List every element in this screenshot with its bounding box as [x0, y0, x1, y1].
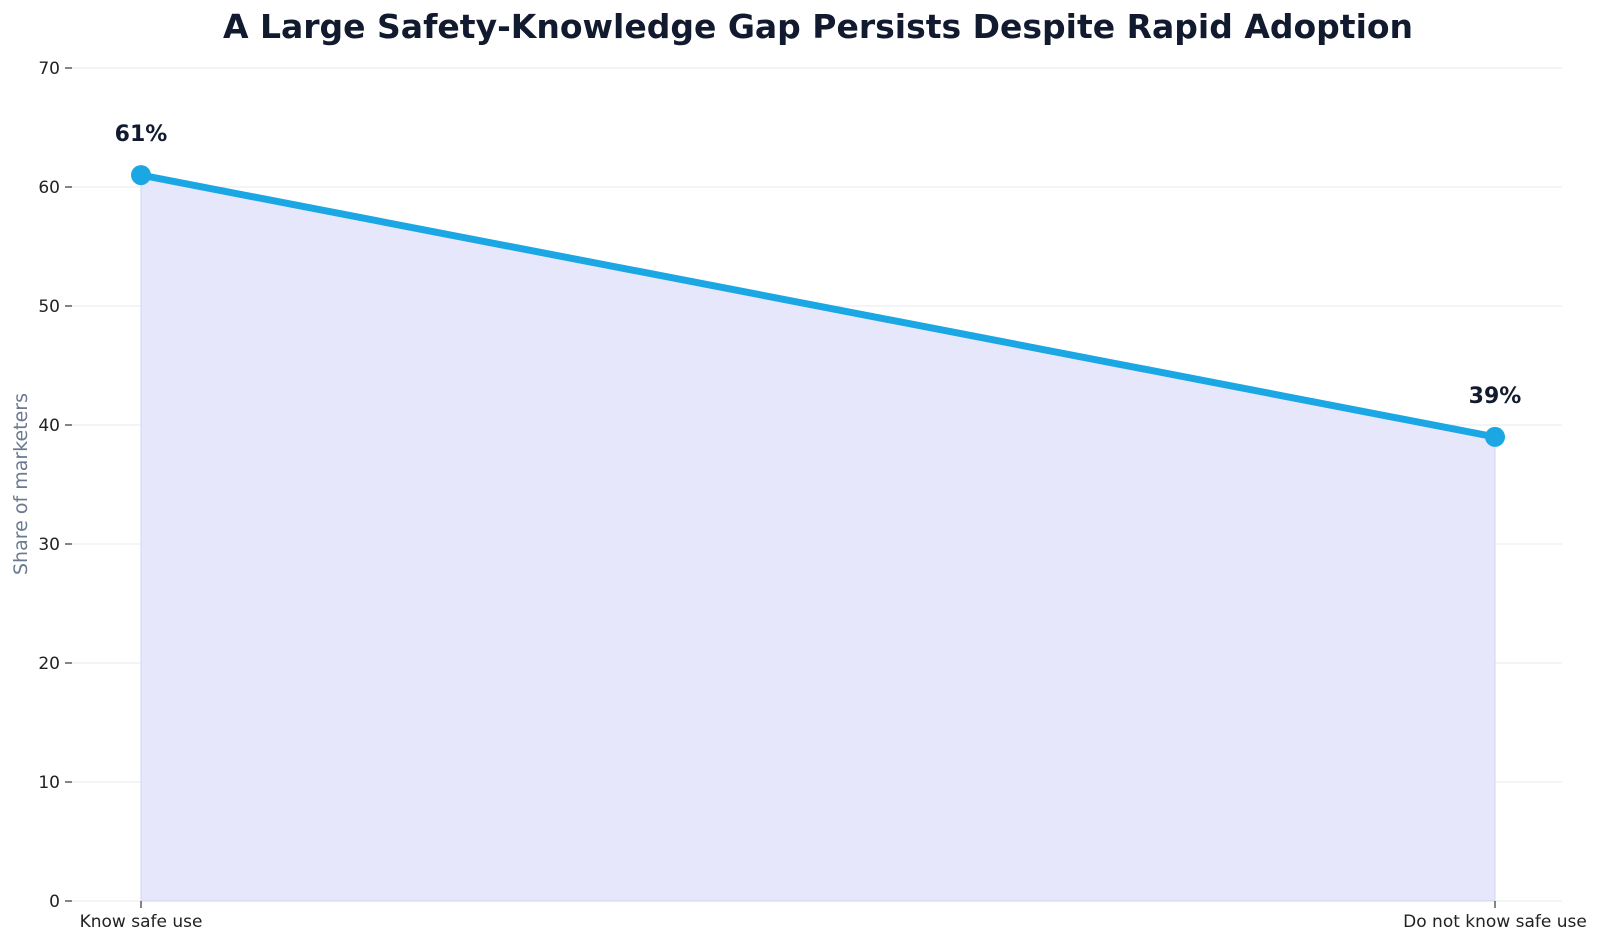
y-tick-label: 70	[38, 59, 60, 79]
y-tick-label: 40	[38, 416, 60, 436]
y-tick-label: 60	[38, 178, 60, 198]
x-tick-label: Do not know safe use	[1403, 912, 1587, 932]
y-tick-label: 30	[38, 535, 60, 555]
y-axis-title: Share of marketers	[10, 393, 32, 575]
x-tick-label: Know safe use	[80, 912, 203, 932]
data-point-marker	[1485, 426, 1505, 447]
series-line	[137, 171, 1499, 441]
data-label: 61%	[115, 122, 168, 147]
data-point-marker	[131, 165, 151, 186]
y-tick-label: 20	[38, 654, 60, 674]
y-tick-label: 50	[38, 297, 60, 317]
data-labels: 61% 39%	[115, 122, 1522, 409]
y-tick-label: 10	[38, 773, 60, 793]
series-line-layer	[131, 165, 1505, 447]
area-fill-layer	[140, 174, 1496, 902]
area-fill	[140, 174, 1496, 902]
chart-title: A Large Safety-Knowledge Gap Persists De…	[223, 7, 1413, 46]
data-label: 39%	[1469, 384, 1522, 409]
y-tick-label: 0	[49, 892, 60, 912]
axes: 0 10 20 30 40 50 60 70 Know safe use Do not know …	[38, 59, 1586, 932]
